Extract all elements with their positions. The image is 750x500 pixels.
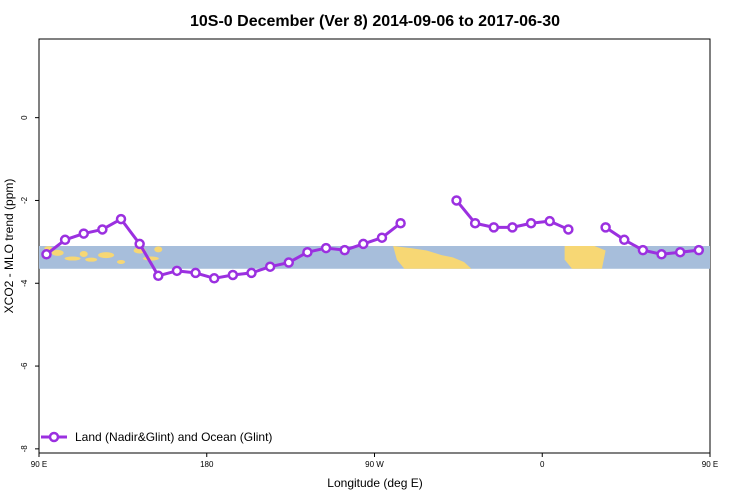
data-point [320, 242, 332, 254]
data-point [395, 217, 406, 229]
data-point [246, 267, 257, 279]
y-tick-label: 0 [20, 115, 29, 120]
data-point [544, 215, 555, 227]
legend: Land (Nadir&Glint) and Ocean (Glint) [41, 430, 272, 444]
land-island [117, 259, 126, 264]
data-point [376, 232, 388, 243]
legend-marker [48, 431, 60, 443]
world-map-band [39, 246, 710, 269]
data-point [153, 270, 164, 282]
data-point [656, 249, 667, 260]
x-tick-label: 90 W [365, 460, 384, 469]
data-point [41, 249, 52, 260]
y-tick-label: -2 [20, 196, 29, 204]
x-tick-label: 90 E [31, 460, 47, 469]
data-point [171, 265, 183, 277]
data-point [264, 261, 276, 272]
data-point [451, 195, 462, 206]
data-point [283, 257, 295, 268]
x-tick-label: 0 [540, 460, 545, 469]
land-mass [564, 246, 606, 269]
data-point [674, 246, 686, 258]
data-point [208, 273, 220, 284]
data-point [600, 222, 611, 233]
data-point [637, 244, 649, 256]
data-point [78, 228, 89, 239]
x-tick-label: 90 E [702, 460, 718, 469]
data-point [619, 234, 630, 246]
y-axis-ticks: 0 -2 -4 -6 -8 [20, 115, 39, 453]
data-point [227, 269, 239, 281]
data-point [563, 224, 574, 235]
data-point [115, 213, 127, 225]
data-point [525, 217, 537, 229]
x-axis-ticks: 90 E 180 90 W 0 90 E [31, 453, 718, 469]
data-point [358, 238, 369, 250]
land-island [98, 252, 115, 259]
data-point [97, 224, 108, 235]
y-axis-label: XCO2 - MLO trend (ppm) [2, 179, 16, 314]
data-point [339, 244, 350, 256]
land-island [85, 257, 98, 262]
x-tick-label: 180 [200, 460, 214, 469]
x-axis-label: Longitude (deg E) [327, 476, 422, 490]
land-island [51, 249, 64, 256]
data-point [693, 244, 705, 256]
land-island [142, 256, 159, 261]
series-layer [41, 195, 705, 284]
land-mass [393, 246, 472, 269]
data-point [488, 222, 500, 233]
y-tick-label: -8 [20, 445, 29, 453]
land-island [154, 246, 163, 253]
legend-label: Land (Nadir&Glint) and Ocean (Glint) [75, 430, 272, 444]
chart-title: 10S-0 December (Ver 8) 2014-09-06 to 201… [190, 13, 560, 30]
data-point [190, 267, 201, 279]
data-point [134, 238, 145, 250]
data-point [469, 217, 481, 229]
data-point [59, 234, 71, 246]
data-point [507, 222, 518, 233]
land-island [64, 256, 81, 261]
y-tick-label: -4 [20, 279, 29, 287]
data-point [302, 246, 313, 258]
land-island [79, 250, 88, 257]
ocean-band [39, 246, 710, 269]
y-tick-label: -6 [20, 362, 29, 370]
